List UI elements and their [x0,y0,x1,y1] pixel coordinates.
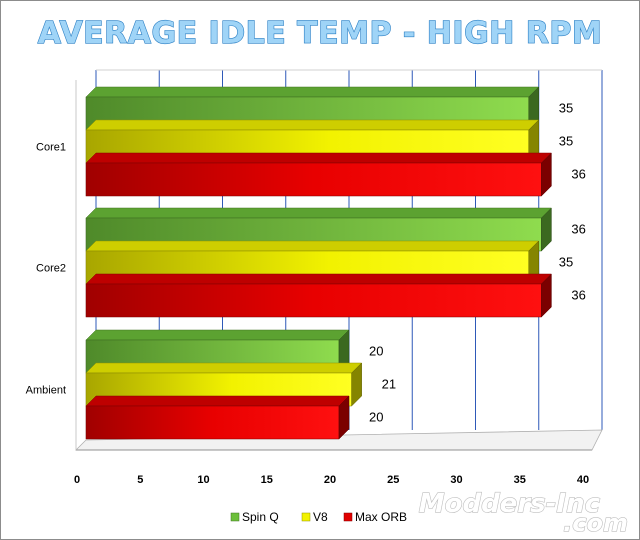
x-tick-label-0: 0 [74,474,80,486]
data-label-core2-spin-q: 36 [571,222,585,237]
x-axis-tick-labels: 0 5 10 15 20 25 30 35 40 [74,474,589,486]
legend-label-spin-q: Spin Q [242,510,279,524]
legend: Spin Q V8 Max ORB [230,510,407,524]
watermark-line1: Modders-Inc [419,489,601,519]
x-tick-label-35: 35 [514,474,526,486]
data-label-ambient-v8: 21 [382,377,396,392]
legend-item-spin-q: Spin Q [230,510,279,524]
category-label-core1: Core1 [36,142,66,154]
watermark-line2: .com [563,509,628,537]
data-label-core1-spin-q: 35 [559,101,573,116]
x-tick-label-10: 10 [197,474,209,486]
axis-floor [75,80,603,451]
legend-label-max-orb: Max ORB [355,510,407,524]
legend-item-max-orb: Max ORB [343,510,407,524]
category-labels: Core1 Core2 Ambient [26,142,66,397]
data-labels: 35 35 36 36 35 36 20 21 20 [369,101,586,425]
data-label-core1-max-orb: 36 [571,167,585,182]
bar-ambient-max-orb [85,395,350,440]
watermark: Modders-Inc .com [418,488,628,537]
bar-core1-max-orb [85,152,553,197]
data-label-ambient-max-orb: 20 [369,410,383,425]
chart-title: AVERAGE IDLE TEMP - HIGH RPM [38,16,602,51]
x-tick-label-30: 30 [450,474,462,486]
data-label-core2-max-orb: 36 [571,288,585,303]
x-tick-label-15: 15 [261,474,273,486]
data-label-core2-v8: 35 [559,255,573,270]
bar-core2-max-orb [85,273,553,318]
x-tick-label-40: 40 [577,474,589,486]
category-label-core2: Core2 [36,263,66,275]
x-tick-label-5: 5 [137,474,143,486]
data-label-ambient-spin-q: 20 [369,344,383,359]
bar-series [85,86,553,440]
legend-label-v8: V8 [313,510,328,524]
data-label-core1-v8: 35 [559,134,573,149]
legend-item-v8: V8 [301,510,328,524]
x-tick-label-25: 25 [387,474,399,486]
category-label-ambient: Ambient [26,385,66,397]
x-tick-label-20: 20 [324,474,336,486]
